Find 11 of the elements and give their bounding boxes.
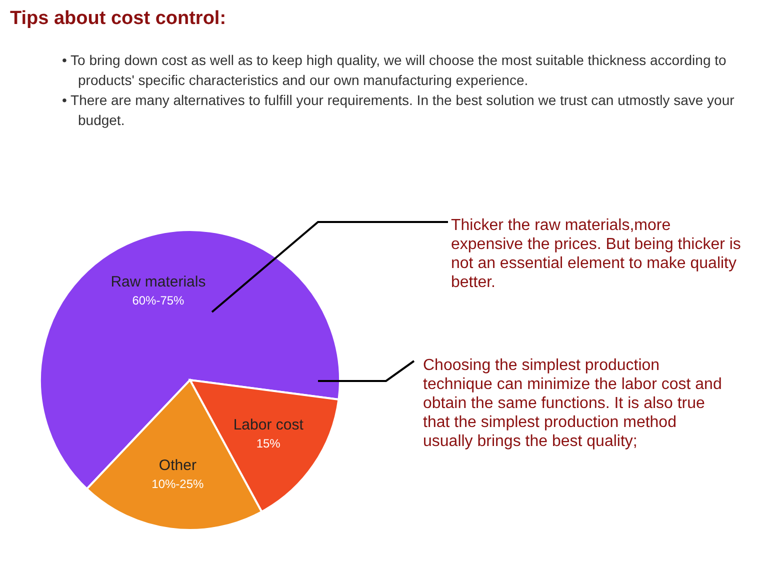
text: Choosing the simplest production technique can minimize the labor cost and obtain the same functions. It is also true that the simplest production method usually brings the best quality;: [423, 356, 723, 451]
text: 10%-25%: [152, 477, 204, 492]
slice-label: Raw materials: [110, 273, 206, 290]
text: • There are many alternatives to fulfill your requirements. In the best solution we trust can utmostly save your budget.: [62, 91, 736, 130]
text: 60%-75%: [132, 293, 184, 308]
data-label: 15%: [256, 436, 281, 451]
text: • To bring down cost as well as to keep high quality, we will choose the most suitable thickness according to products' specific characteristics and our own manufacturing experience.: [62, 51, 728, 90]
slice-label: Labor cost: [233, 416, 304, 434]
slice-label: Other: [158, 457, 196, 474]
chart-title: Tips about cost control:: [10, 8, 226, 30]
text: Thicker the raw materials,more expensive the prices. But being thicker is not an essential element to make quality better.: [451, 216, 741, 292]
